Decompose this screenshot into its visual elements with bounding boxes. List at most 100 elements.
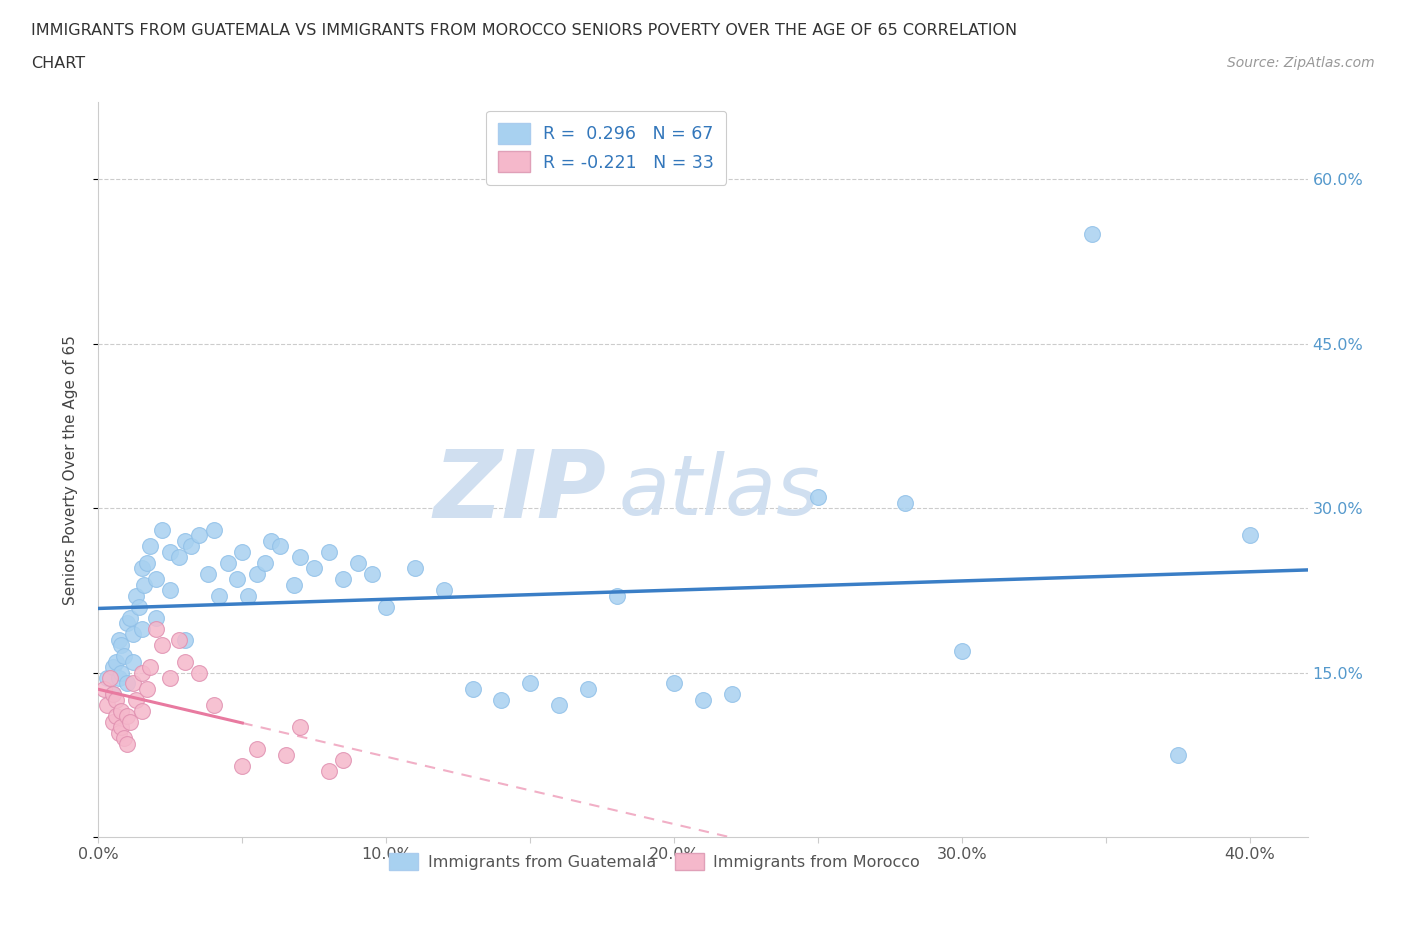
Point <box>139 659 162 674</box>
Point <box>950 644 973 658</box>
Point <box>104 709 127 724</box>
Point <box>576 682 599 697</box>
Point <box>197 566 219 581</box>
Point <box>332 752 354 767</box>
Point <box>606 589 628 604</box>
Point <box>107 725 129 740</box>
Point <box>231 544 253 559</box>
Point <box>208 589 231 604</box>
Point <box>254 555 277 570</box>
Point <box>188 665 211 680</box>
Point <box>110 638 132 653</box>
Point <box>167 632 190 647</box>
Point <box>236 589 259 604</box>
Point <box>122 676 145 691</box>
Point <box>548 698 571 713</box>
Point <box>225 572 247 587</box>
Point <box>375 599 398 614</box>
Text: atlas: atlas <box>619 451 820 532</box>
Point <box>807 489 830 504</box>
Point <box>159 671 181 685</box>
Point <box>104 693 127 708</box>
Point <box>318 764 340 778</box>
Point <box>173 632 195 647</box>
Point <box>107 632 129 647</box>
Legend: Immigrants from Guatemala, Immigrants from Morocco: Immigrants from Guatemala, Immigrants fr… <box>382 846 927 877</box>
Point <box>664 676 686 691</box>
Point <box>202 698 225 713</box>
Point <box>101 687 124 702</box>
Point <box>101 714 124 729</box>
Point <box>260 534 283 549</box>
Point <box>136 682 159 697</box>
Point <box>110 703 132 718</box>
Point <box>98 671 121 685</box>
Point <box>96 671 118 685</box>
Point <box>269 539 291 554</box>
Point <box>125 589 148 604</box>
Point <box>461 682 484 697</box>
Point <box>112 648 135 663</box>
Point <box>180 539 202 554</box>
Point <box>173 654 195 669</box>
Point <box>131 665 153 680</box>
Text: Source: ZipAtlas.com: Source: ZipAtlas.com <box>1227 56 1375 70</box>
Y-axis label: Seniors Poverty Over the Age of 65: Seniors Poverty Over the Age of 65 <box>63 335 77 604</box>
Point <box>115 709 138 724</box>
Point <box>304 561 326 576</box>
Point <box>274 748 297 763</box>
Point <box>120 610 142 625</box>
Point <box>101 687 124 702</box>
Point <box>125 693 148 708</box>
Point <box>122 654 145 669</box>
Point <box>96 698 118 713</box>
Point <box>159 583 181 598</box>
Point <box>217 555 239 570</box>
Point <box>1080 226 1102 241</box>
Point <box>101 659 124 674</box>
Point <box>139 539 162 554</box>
Point <box>893 495 915 510</box>
Point <box>167 550 190 565</box>
Text: CHART: CHART <box>31 56 84 71</box>
Point <box>131 561 153 576</box>
Point <box>283 578 305 592</box>
Point <box>246 566 269 581</box>
Point <box>361 566 384 581</box>
Text: IMMIGRANTS FROM GUATEMALA VS IMMIGRANTS FROM MOROCCO SENIORS POVERTY OVER THE AG: IMMIGRANTS FROM GUATEMALA VS IMMIGRANTS … <box>31 23 1017 38</box>
Point <box>115 616 138 631</box>
Point <box>128 599 150 614</box>
Point <box>145 610 167 625</box>
Point <box>145 572 167 587</box>
Point <box>491 693 513 708</box>
Point <box>104 654 127 669</box>
Point <box>720 687 742 702</box>
Point <box>93 682 115 697</box>
Point <box>288 550 311 565</box>
Point <box>112 731 135 746</box>
Point <box>150 523 173 538</box>
Point <box>188 528 211 543</box>
Point <box>246 742 269 757</box>
Point <box>288 720 311 735</box>
Point <box>692 693 714 708</box>
Point <box>120 714 142 729</box>
Point <box>173 534 195 549</box>
Point <box>519 676 541 691</box>
Point <box>433 583 456 598</box>
Point <box>122 627 145 642</box>
Point <box>231 758 253 773</box>
Point <box>110 665 132 680</box>
Point <box>131 621 153 636</box>
Point <box>107 671 129 685</box>
Point <box>150 638 173 653</box>
Point <box>145 621 167 636</box>
Point <box>1239 528 1261 543</box>
Text: ZIP: ZIP <box>433 445 606 538</box>
Point <box>115 676 138 691</box>
Point <box>202 523 225 538</box>
Point <box>134 578 156 592</box>
Point <box>136 555 159 570</box>
Point <box>159 544 181 559</box>
Point <box>115 737 138 751</box>
